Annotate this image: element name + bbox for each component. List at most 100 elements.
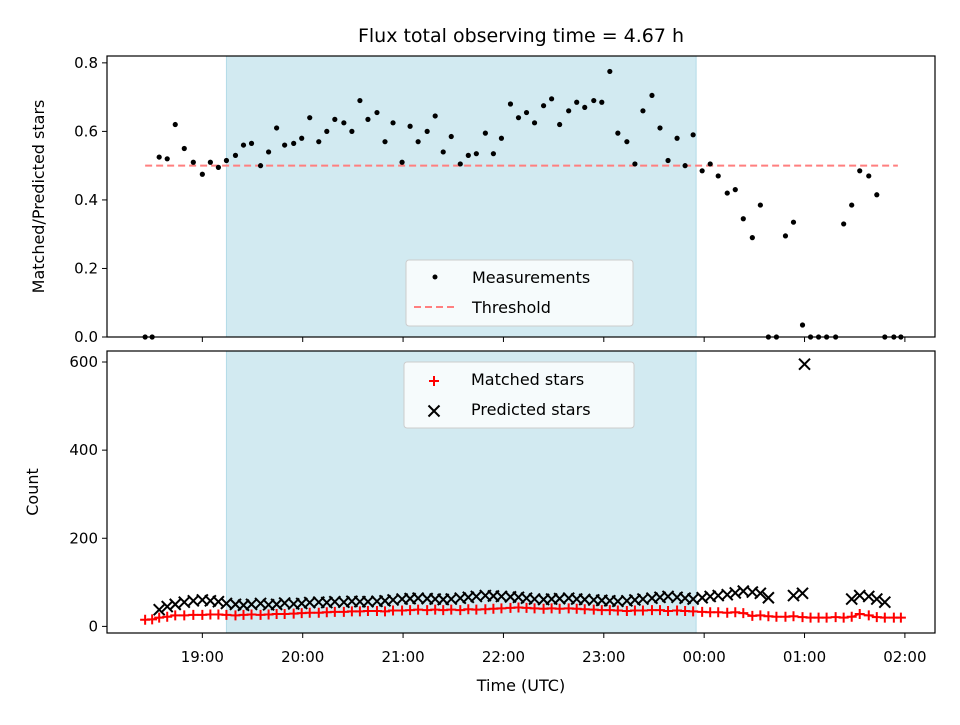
measurement-point [582,104,588,111]
measurement-point [415,139,421,145]
matched-star-point [446,604,457,615]
count-legend: Matched stars Predicted stars [403,361,635,429]
y-axis-label-count: Count [23,468,42,516]
measurement-point [172,121,178,128]
measurement-point [732,187,738,193]
measurement-point [307,115,313,121]
predicted-star-point [878,595,892,609]
count-panel-frame [106,350,936,634]
measurement-point [248,140,255,146]
predicted-star-point [870,592,883,606]
measurement-point [324,128,330,134]
y-axis-label-ratio: Matched/Predicted stars [29,100,48,294]
matched-star-point [688,606,699,617]
x-tick-label: 21:00 [381,648,424,666]
matched-star-point [388,605,399,616]
measurement-point [440,149,446,155]
measurement-point [257,163,264,169]
measurement-point [515,115,522,121]
x-tick-label: 23:00 [582,648,625,666]
measurement-point [682,163,688,169]
matched-star-point [179,610,190,621]
matched-star-point [713,607,724,618]
measurement-point [874,192,880,198]
legend-marker-matched [429,376,439,386]
measurement-point [465,152,471,158]
matched-star-point [279,609,290,620]
matched-star-point [637,605,648,616]
y-tick-label: 400 [69,441,98,459]
measurement-point [199,171,205,177]
ratio-panel: 0.0 0.2 0.4 0.6 0.8 Flux total observing tim… [29,25,936,346]
y-tick-label: 200 [69,529,98,547]
legend-label-measurements: Measurements [472,268,590,287]
measurement-point [674,135,680,141]
measurement-point [632,161,638,167]
measurement-point [523,109,530,116]
matched-star-point [879,612,890,623]
matched-star-point [147,614,158,625]
matched-star-point [554,603,565,614]
predicted-star-point [787,589,800,602]
measurement-point [448,133,454,140]
x-tick-label: 00:00 [683,648,726,666]
matched-star-point [246,609,257,620]
measurement-point [190,159,196,165]
measurement-point [374,109,380,116]
predicted-star-point [796,587,809,600]
measurement-point [790,219,797,225]
measurement-point [841,221,847,227]
measurement-point [291,140,297,146]
x-tick-label: 01:00 [783,648,826,666]
measurement-point [407,123,413,129]
measurement-point [599,99,605,105]
legend-label-matched: Matched stars [471,370,584,389]
measurement-point [866,173,872,179]
legend-marker-measurements [432,274,438,280]
y-tick-label: 0.8 [74,54,98,72]
measurement-point [749,235,755,241]
predicted-star-point [161,600,174,613]
measurement-point [164,156,170,162]
measurement-point [724,190,730,196]
legend-x-glyph [427,404,441,418]
matched-star-point [771,611,782,622]
measurement-point [341,120,347,126]
measurement-point [215,164,222,170]
y-tick-label: 0.6 [74,122,98,140]
measurement-point [357,97,363,104]
measurement-point [857,168,863,174]
measurement-point [232,152,239,158]
predicted-star-point [845,592,858,606]
measurement-point [223,157,230,164]
measurement-point [207,159,213,165]
measurement-point [507,101,514,107]
matched-star-point [362,605,373,616]
matched-star-point [821,612,832,623]
measurement-point [557,121,563,128]
matched-star-point [413,604,424,615]
predicted-star-point [798,358,811,371]
matched-star-point [162,611,173,622]
measurement-point [757,202,763,208]
y-tick-label: 0.0 [74,328,98,346]
predicted-star-point [169,598,182,611]
measurement-point [591,97,597,104]
measurement-point [566,108,572,114]
measurement-point [156,154,162,160]
x-axis-label: Time (UTC) [476,676,565,695]
measurement-point [332,116,338,122]
measurement-point [540,103,547,109]
matched-star-point [738,608,749,619]
measurement-point [382,139,388,145]
matched-star-point [612,605,623,616]
predicted-star-point [762,591,775,604]
chart-title: Flux total observing time = 4.67 h [358,25,684,47]
measurement-point [457,161,463,167]
matched-star-point [329,606,340,617]
measurement-point [498,135,505,141]
matched-star-point [170,610,181,621]
measurement-point [399,159,405,165]
measurement-point [665,157,671,164]
